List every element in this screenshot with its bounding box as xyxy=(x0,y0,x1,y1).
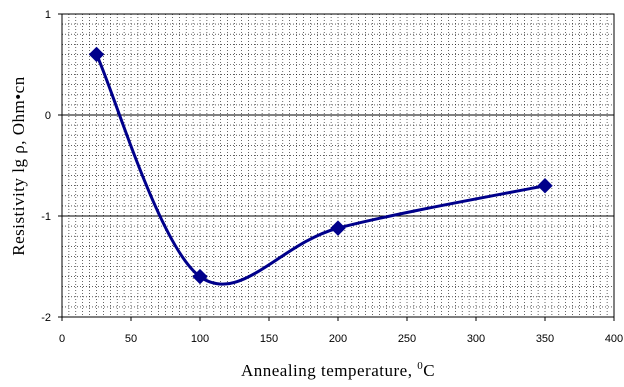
x-tick-label: 350 xyxy=(536,333,554,345)
x-tick-label: 150 xyxy=(260,333,278,345)
series-line xyxy=(95,52,547,286)
y-axis-title: Resistivity lg ρ, Ohm•cn xyxy=(9,76,28,255)
x-tick-label: 400 xyxy=(605,333,623,345)
y-tick-label: -1 xyxy=(41,211,51,223)
data-point-marker xyxy=(330,220,346,236)
x-axis-title: Annealing temperature, 0C xyxy=(241,360,435,380)
y-axis-ticks: -2 -1 0 1 xyxy=(41,9,62,324)
x-tick-label: 200 xyxy=(329,333,347,345)
series-layer xyxy=(88,46,553,286)
x-axis-ticks: 0 50 100 150 200 250 300 350 400 xyxy=(59,317,623,345)
data-point-marker xyxy=(192,268,208,285)
x-axis-title-text: Annealing temperature, xyxy=(241,361,417,380)
x-tick-label: 50 xyxy=(125,333,137,345)
x-axis-title-sup: 0 xyxy=(417,360,423,372)
x-tick-label: 300 xyxy=(467,333,485,345)
x-tick-label: 100 xyxy=(191,333,209,345)
data-point-marker xyxy=(537,177,553,194)
y-tick-label: 1 xyxy=(45,9,51,21)
y-tick-label: -2 xyxy=(41,312,51,324)
data-point-marker xyxy=(88,46,105,63)
x-axis-title-unit: C xyxy=(423,361,435,380)
x-tick-label: 250 xyxy=(398,333,416,345)
minor-grid xyxy=(62,14,614,317)
y-tick-label: 0 xyxy=(45,110,51,122)
x-tick-label: 0 xyxy=(59,333,65,345)
